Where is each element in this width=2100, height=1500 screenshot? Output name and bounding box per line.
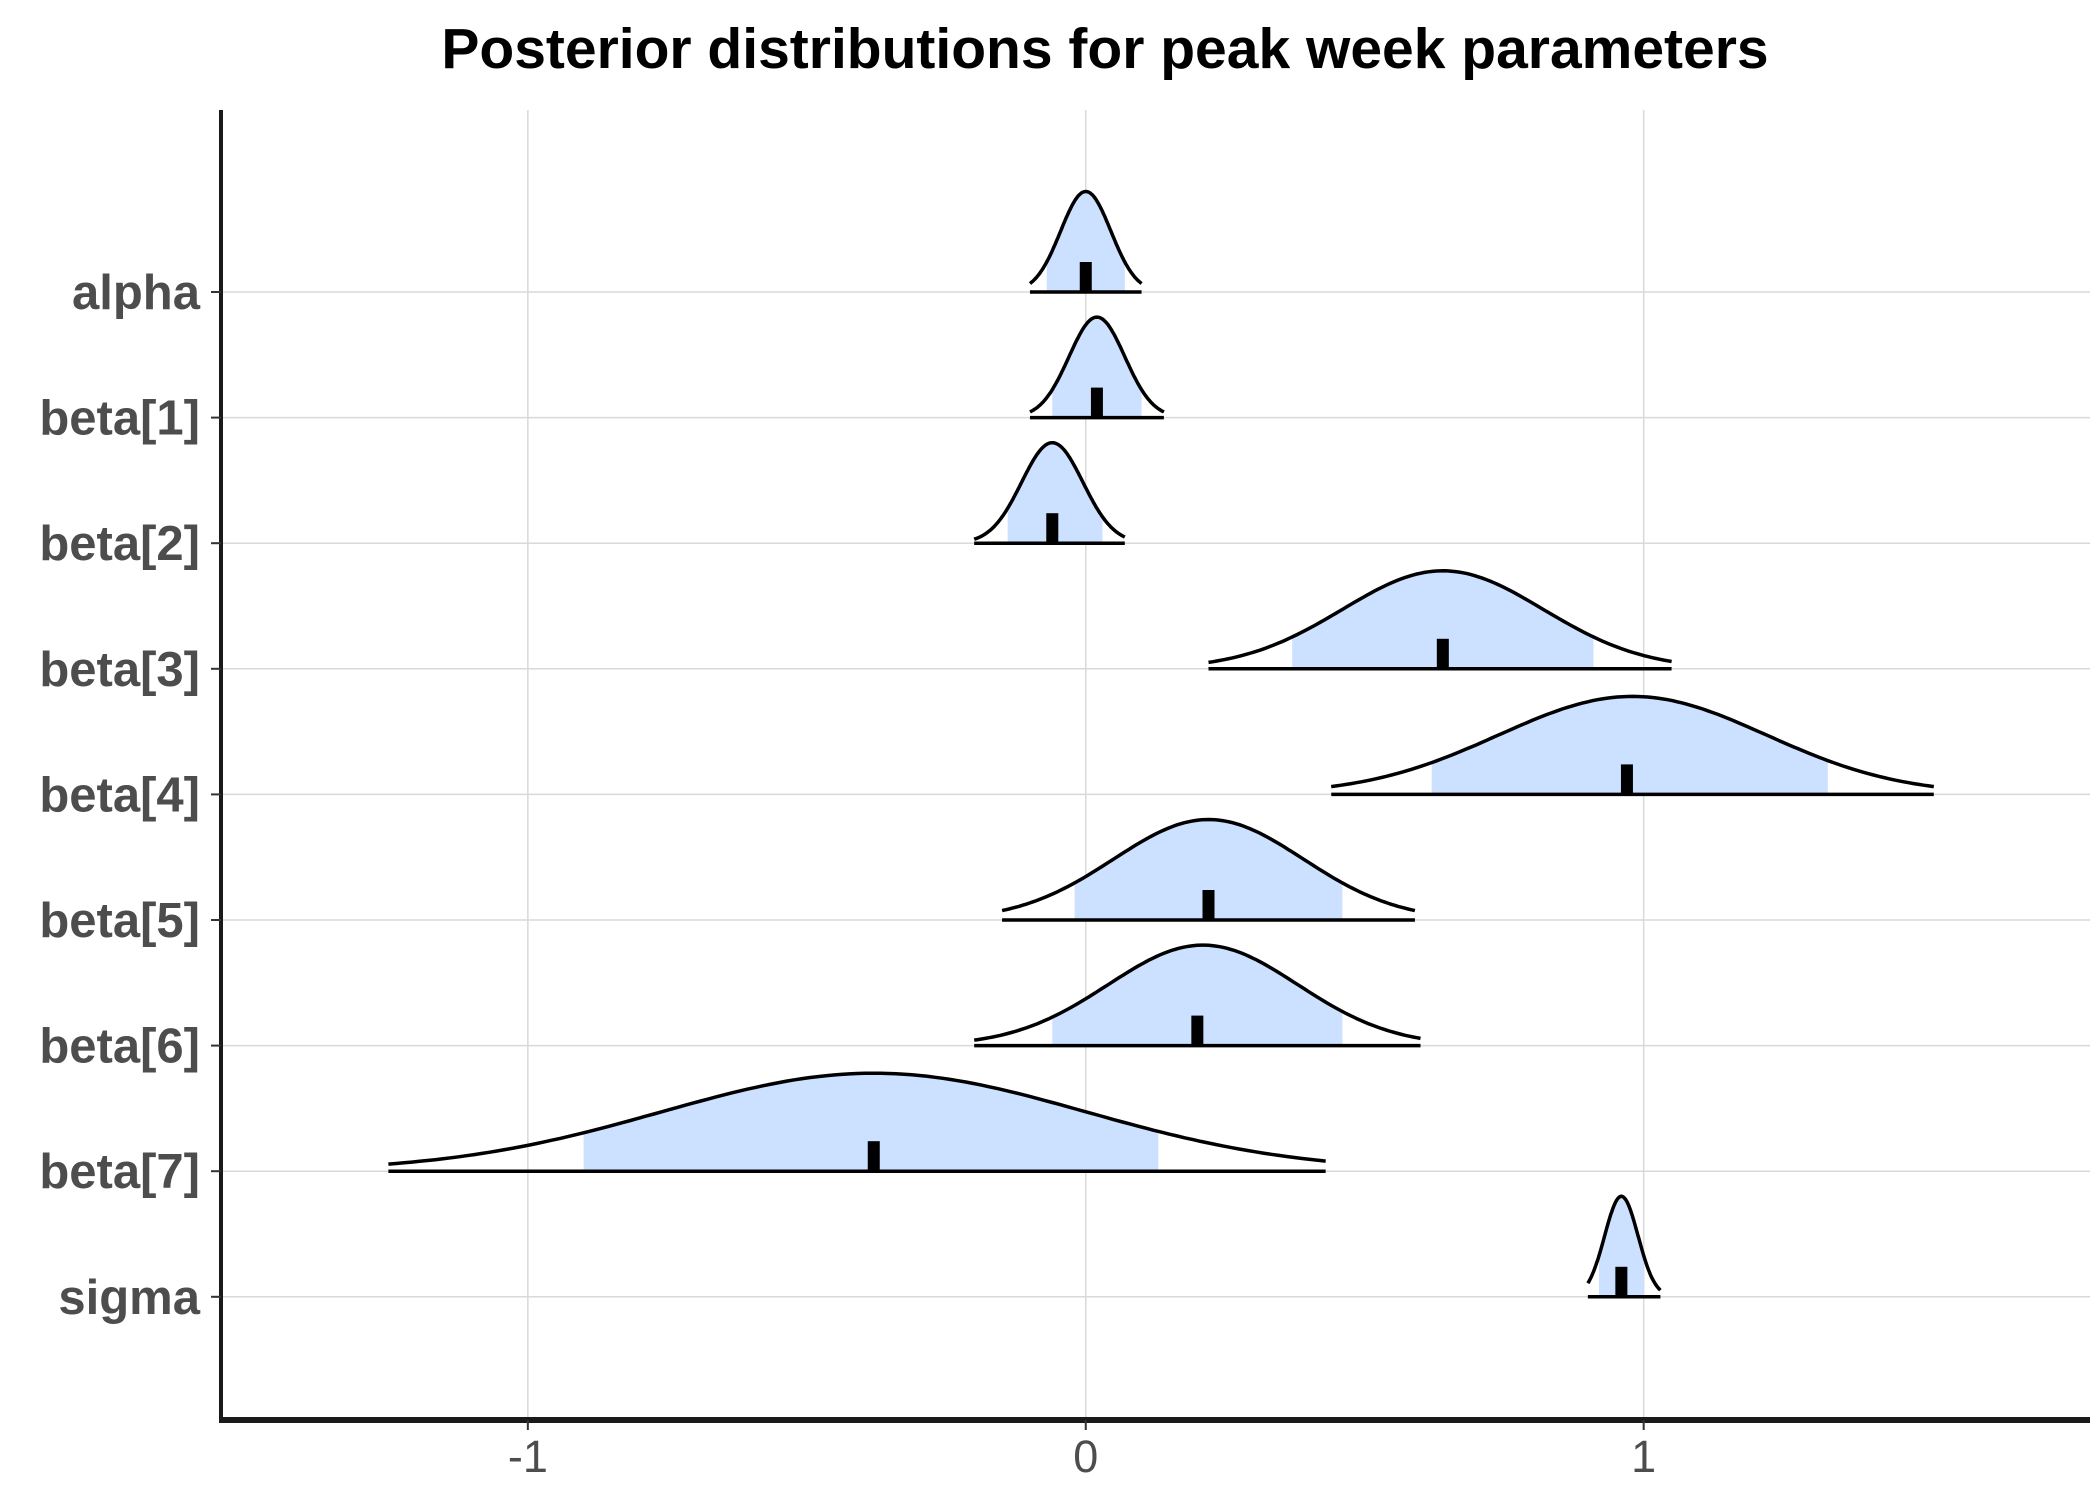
credible-interval-area (583, 1073, 1159, 1172)
credible-interval-area (1046, 191, 1125, 292)
y-tick-label: beta[3] (39, 643, 200, 697)
density-curve (388, 1071, 1326, 1166)
point-estimate-marker (1615, 1266, 1628, 1297)
point-estimate-marker (867, 1141, 880, 1172)
y-tick-label: beta[2] (39, 517, 200, 571)
label-layer: -1 0 1 alpha beta[1] beta[2] beta[3] beta[4] bet… (39, 266, 1656, 1482)
point-estimate-marker (1046, 513, 1059, 544)
density-curve (1029, 315, 1165, 414)
density-curve (973, 440, 1126, 541)
point-estimate-marker (1079, 262, 1092, 292)
x-tick-label: -1 (508, 1431, 548, 1482)
density-curve (1028, 189, 1143, 285)
x-tick-label: 1 (1631, 1431, 1656, 1482)
chart-title: Posterior distributions for peak week pa… (441, 17, 1769, 81)
credible-interval-area (1431, 696, 1828, 795)
y-tick-label: alpha (72, 266, 201, 320)
credible-interval-area (1052, 945, 1343, 1046)
point-estimate-marker (1090, 387, 1103, 418)
y-tick-label: sigma (58, 1271, 200, 1325)
density-curve (973, 943, 1421, 1042)
x-tick-label: 0 (1073, 1431, 1098, 1482)
ridge-layer (388, 189, 1935, 1299)
point-estimate-marker (1202, 890, 1215, 920)
point-estimate-marker (1191, 1015, 1204, 1046)
credible-interval-area (1007, 442, 1103, 544)
y-tick-label: beta[5] (39, 894, 200, 948)
density-curve (1330, 694, 1935, 789)
credible-interval-area (1052, 317, 1142, 418)
y-tick-label: beta[7] (39, 1145, 200, 1199)
point-estimate-marker (1620, 764, 1633, 795)
axis-layer (219, 110, 2090, 1423)
density-curve (1001, 817, 1416, 913)
y-tick-label: beta[4] (39, 768, 200, 822)
point-estimate-marker (1436, 638, 1449, 669)
y-tick-label: beta[6] (39, 1020, 200, 1074)
density-curve (1586, 1194, 1662, 1292)
density-curve (1208, 569, 1672, 665)
credible-interval-area (1074, 819, 1343, 920)
y-tick-label: beta[1] (39, 392, 200, 446)
